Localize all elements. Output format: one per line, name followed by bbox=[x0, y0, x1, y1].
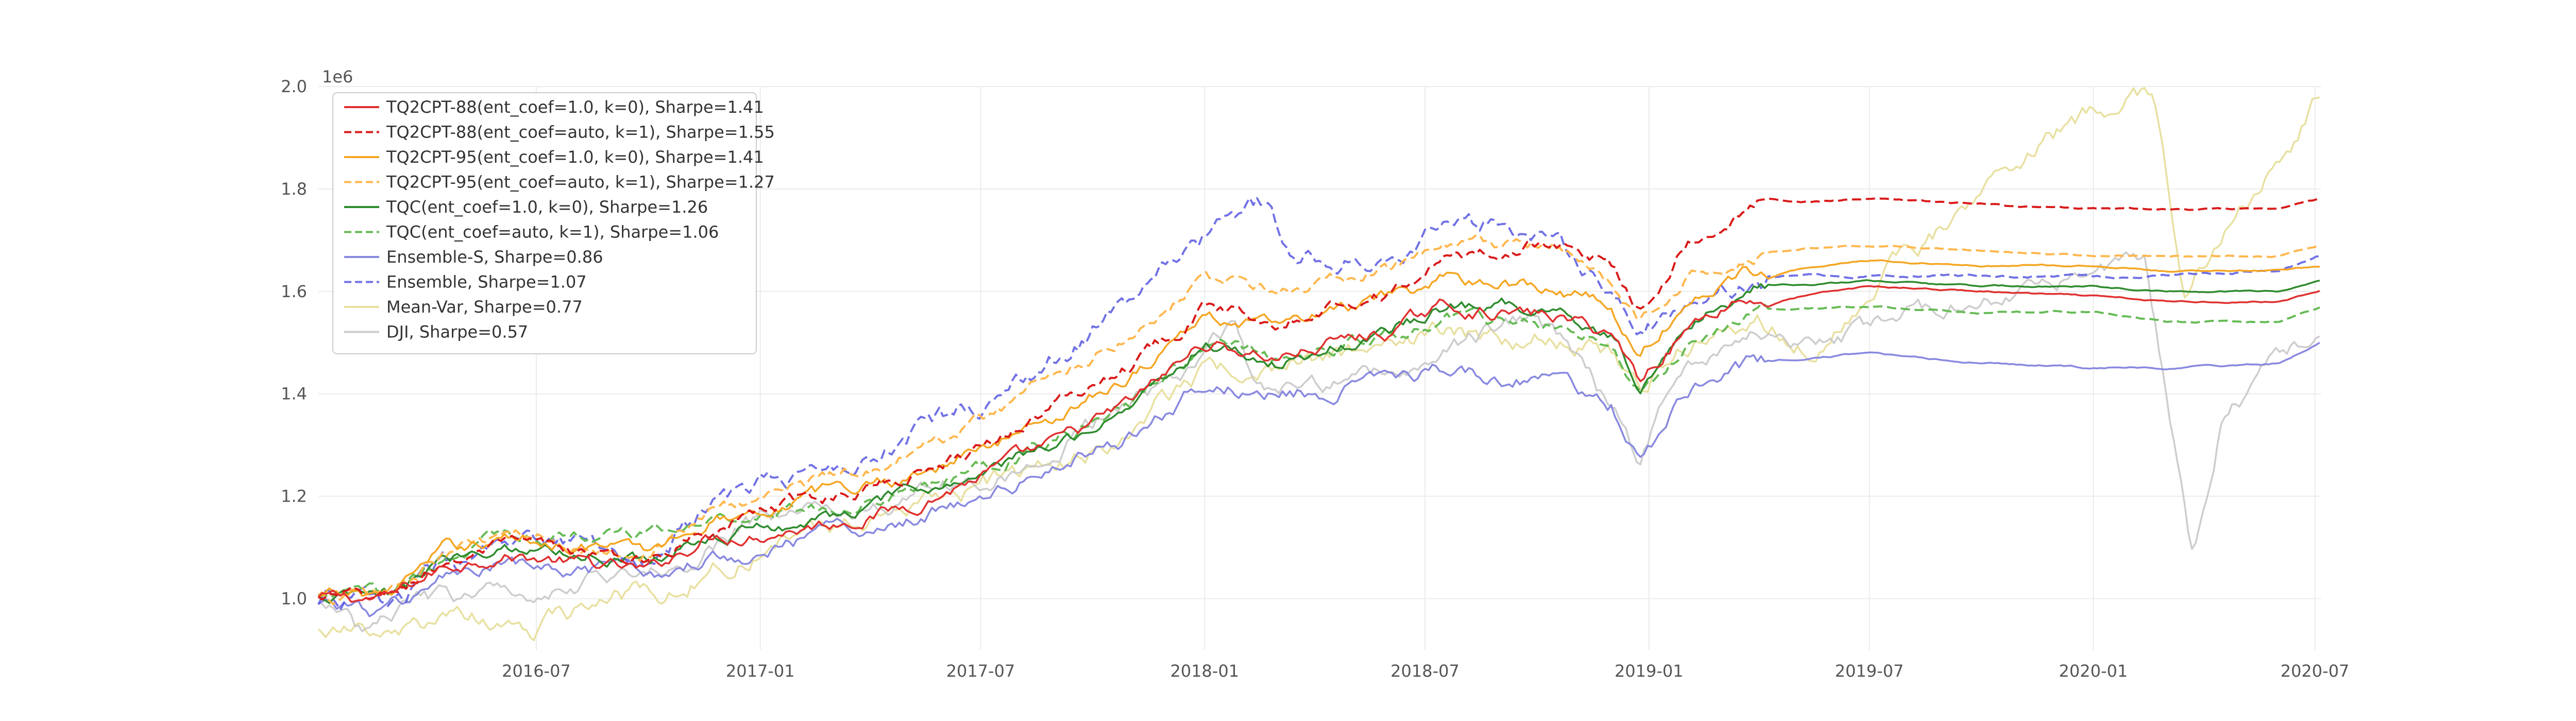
legend-entry: TQC(ent_coef=auto, k=1), Sharpe=1.06 bbox=[386, 222, 719, 242]
legend-entry: TQC(ent_coef=1.0, k=0), Sharpe=1.26 bbox=[386, 197, 708, 217]
legend: TQ2CPT-88(ent_coef=1.0, k=0), Sharpe=1.4… bbox=[332, 92, 775, 354]
series-line-6 bbox=[318, 341, 2320, 617]
y-offset-label: 1e6 bbox=[322, 67, 353, 87]
legend-entry: TQ2CPT-88(ent_coef=1.0, k=0), Sharpe=1.4… bbox=[386, 97, 764, 117]
legend-entry: Mean-Var, Sharpe=0.77 bbox=[386, 297, 583, 317]
series-line-9 bbox=[318, 251, 2320, 632]
grid bbox=[318, 86, 2321, 650]
y-tick-label: 1.2 bbox=[281, 487, 307, 506]
legend-entry: TQ2CPT-88(ent_coef=auto, k=1), Sharpe=1.… bbox=[386, 123, 775, 142]
series-group bbox=[317, 87, 2320, 642]
x-axis-ticks: 2016-07 2017-01 2017-07 2018-01 2018-07 2019-… bbox=[502, 661, 2349, 681]
x-tick-label: 2017-01 bbox=[726, 661, 795, 681]
x-tick-label: 2020-01 bbox=[2059, 661, 2128, 681]
x-tick-label: 2018-07 bbox=[1391, 661, 1460, 681]
y-tick-label: 1.6 bbox=[281, 282, 307, 301]
legend-entry: Ensemble, Sharpe=1.07 bbox=[386, 272, 587, 292]
x-tick-label: 2017-07 bbox=[946, 661, 1015, 681]
x-tick-label: 2019-01 bbox=[1615, 661, 1684, 681]
legend-entry: DJI, Sharpe=0.57 bbox=[386, 322, 528, 342]
series-line-3 bbox=[317, 234, 2320, 606]
x-tick-label: 2016-07 bbox=[502, 661, 571, 681]
series-line-4 bbox=[317, 279, 2320, 604]
y-tick-label: 1.0 bbox=[281, 589, 307, 609]
legend-entry: TQ2CPT-95(ent_coef=1.0, k=0), Sharpe=1.4… bbox=[386, 147, 764, 167]
y-tick-label: 1.8 bbox=[281, 179, 307, 199]
y-tick-label: 1.4 bbox=[281, 384, 307, 404]
series-line-5 bbox=[318, 303, 2320, 598]
legend-entry: TQ2CPT-95(ent_coef=auto, k=1), Sharpe=1.… bbox=[386, 173, 775, 192]
y-tick-label: 2.0 bbox=[281, 77, 307, 96]
y-axis-ticks: 1.0 1.2 1.4 1.6 1.8 2.0 bbox=[281, 77, 307, 609]
series-line-1 bbox=[317, 197, 2320, 600]
series-line-7 bbox=[317, 196, 2320, 611]
legend-box bbox=[332, 92, 757, 354]
x-tick-label: 2019-07 bbox=[1835, 661, 1904, 681]
series-line-0 bbox=[317, 285, 2320, 603]
x-tick-label: 2020-07 bbox=[2280, 661, 2349, 681]
legend-entry: Ensemble-S, Sharpe=0.86 bbox=[386, 247, 603, 267]
x-tick-label: 2018-01 bbox=[1170, 661, 1239, 681]
